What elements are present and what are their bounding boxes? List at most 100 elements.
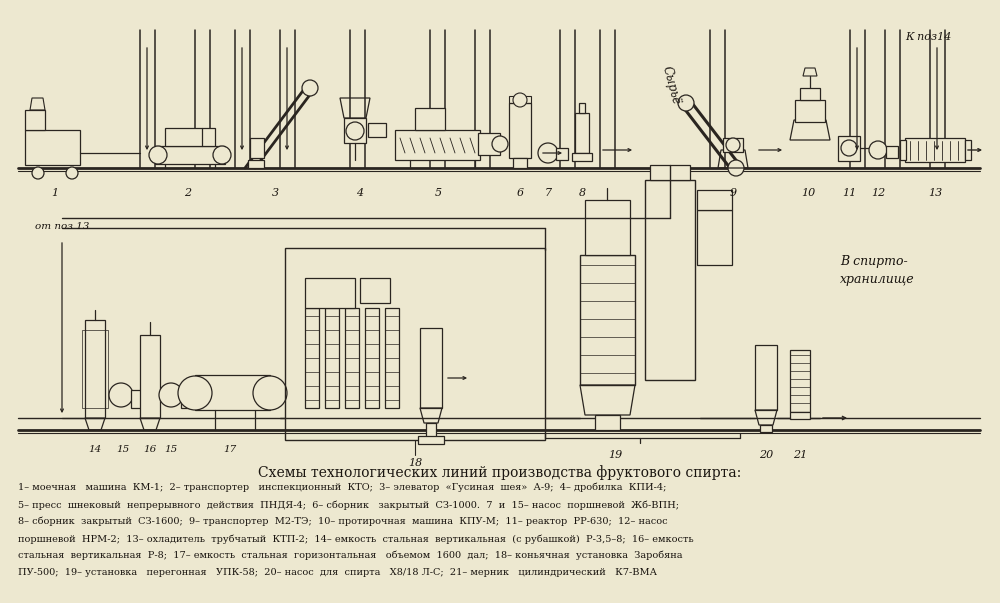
Bar — [579, 103, 585, 113]
Text: К поз14: К поз14 — [905, 32, 951, 42]
Text: 7: 7 — [544, 188, 552, 198]
Text: поршневой  НРМ-2;  13– охладитель  трубчатый  КТП-2;  14– емкость  стальная  вер: поршневой НРМ-2; 13– охладитель трубчаты… — [18, 534, 694, 543]
Text: 5: 5 — [434, 188, 442, 198]
Text: 11: 11 — [842, 188, 856, 198]
Bar — [800, 88, 820, 100]
Text: 4: 4 — [356, 188, 364, 198]
Circle shape — [32, 167, 44, 179]
Bar — [645, 180, 695, 380]
Text: Схемы технологических линий производства фруктового спирта:: Схемы технологических линий производства… — [258, 465, 742, 480]
Bar — [344, 118, 366, 143]
Text: 15: 15 — [116, 445, 130, 454]
Bar — [155, 146, 225, 164]
Bar — [790, 412, 810, 419]
Bar — [886, 146, 898, 158]
Bar — [420, 328, 442, 408]
Bar — [556, 148, 568, 160]
Text: В спирто-: В спирто- — [840, 255, 908, 268]
Bar — [395, 130, 480, 160]
Bar — [415, 108, 445, 130]
Bar — [181, 390, 195, 408]
Text: 20: 20 — [759, 450, 773, 460]
Bar — [325, 308, 339, 408]
Text: от поз 13: от поз 13 — [35, 222, 89, 231]
Bar — [426, 423, 436, 438]
Circle shape — [149, 146, 167, 164]
Bar — [140, 335, 160, 418]
Bar — [838, 136, 860, 161]
Text: 12: 12 — [871, 188, 885, 198]
Bar — [165, 128, 215, 146]
Text: 18: 18 — [408, 458, 422, 468]
Circle shape — [513, 93, 527, 107]
Text: Сырьё: Сырьё — [660, 65, 683, 106]
Text: 10: 10 — [801, 188, 815, 198]
Circle shape — [492, 136, 508, 152]
Circle shape — [178, 376, 212, 410]
Bar — [345, 308, 359, 408]
Bar — [513, 158, 527, 168]
Text: 21: 21 — [793, 450, 807, 460]
Bar — [305, 308, 319, 408]
Text: 19: 19 — [608, 450, 622, 460]
Text: 9: 9 — [729, 188, 737, 198]
Bar — [572, 153, 592, 161]
Bar — [305, 278, 355, 308]
Bar — [248, 160, 264, 168]
Bar — [905, 138, 965, 162]
Bar — [755, 345, 777, 410]
Text: 1: 1 — [51, 188, 59, 198]
Circle shape — [159, 383, 183, 407]
Text: 15: 15 — [164, 445, 178, 454]
Circle shape — [538, 143, 558, 163]
Bar — [509, 103, 531, 158]
Bar — [365, 308, 379, 408]
Text: хранилище: хранилище — [840, 273, 915, 286]
Bar — [385, 308, 399, 408]
Circle shape — [213, 146, 231, 164]
Text: 1– моечная   машина  КМ-1;  2– транспортер   инспекционный  КТО;  3– элеватор  «: 1– моечная машина КМ-1; 2– транспортер и… — [18, 483, 666, 493]
Bar — [418, 436, 444, 444]
Text: 16: 16 — [143, 445, 157, 454]
Bar — [595, 415, 620, 430]
Bar — [131, 390, 145, 408]
Text: 13: 13 — [928, 188, 942, 198]
Circle shape — [728, 160, 744, 176]
Bar — [368, 123, 386, 137]
Bar — [580, 255, 635, 385]
Circle shape — [726, 138, 740, 152]
Text: 17: 17 — [223, 445, 237, 454]
Bar — [697, 190, 732, 210]
Bar — [575, 113, 589, 153]
Circle shape — [253, 376, 287, 410]
Circle shape — [302, 80, 318, 96]
Circle shape — [66, 167, 78, 179]
Text: 14: 14 — [88, 445, 102, 454]
Text: 2: 2 — [184, 188, 192, 198]
Bar — [478, 133, 500, 155]
Bar — [360, 278, 390, 303]
Circle shape — [109, 383, 133, 407]
Bar — [697, 210, 732, 265]
Bar — [82, 330, 108, 408]
Circle shape — [346, 122, 364, 140]
Text: 3: 3 — [271, 188, 279, 198]
Text: ПУ-500;  19– установка   перегонная   УПК-58;  20– насос  для  спирта   Х8/18 Л-: ПУ-500; 19– установка перегонная УПК-58;… — [18, 568, 657, 577]
Bar — [585, 200, 630, 255]
Bar — [25, 110, 45, 130]
Bar — [760, 425, 772, 432]
Bar — [195, 375, 270, 410]
Bar — [250, 138, 264, 158]
Text: 8– сборник  закрытый  СЗ-1600;  9– транспортер  М2-ТЭ;  10– протирочная  машина : 8– сборник закрытый СЗ-1600; 9– транспор… — [18, 517, 668, 526]
Circle shape — [869, 141, 887, 159]
Text: стальная  вертикальная  Р-8;  17– емкость  стальная  горизонтальная   объемом  1: стальная вертикальная Р-8; 17– емкость с… — [18, 551, 682, 561]
Bar — [25, 130, 80, 165]
Circle shape — [678, 95, 694, 111]
Bar — [723, 138, 743, 152]
Text: 6: 6 — [516, 188, 524, 198]
Bar — [790, 350, 810, 412]
Bar — [795, 100, 825, 122]
Text: 8: 8 — [578, 188, 586, 198]
Bar — [285, 248, 545, 440]
Bar — [900, 140, 906, 160]
